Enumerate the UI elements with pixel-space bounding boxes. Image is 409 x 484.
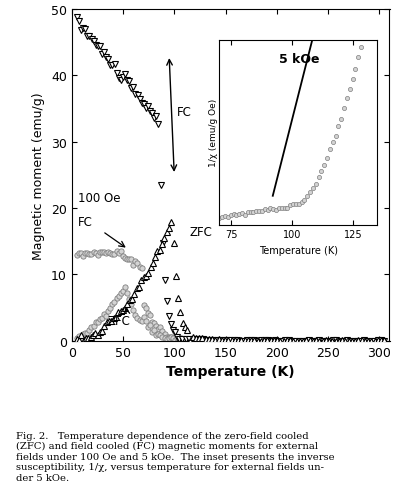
Text: ZFC: ZFC bbox=[107, 315, 130, 328]
Y-axis label: Magnetic moment (emu/g): Magnetic moment (emu/g) bbox=[32, 92, 45, 259]
X-axis label: Temperature (K): Temperature (K) bbox=[258, 245, 337, 256]
X-axis label: Temperature (K): Temperature (K) bbox=[166, 364, 294, 378]
Text: 100 Oe: 100 Oe bbox=[78, 192, 120, 205]
Text: 5 kOe: 5 kOe bbox=[220, 198, 259, 212]
Text: FC: FC bbox=[177, 106, 192, 119]
Text: FC: FC bbox=[78, 215, 92, 228]
Y-axis label: 1/χ (emu/g Oe): 1/χ (emu/g Oe) bbox=[209, 99, 218, 167]
Text: Fig. 2.   Temperature dependence of the zero-field cooled
(ZFC) and field cooled: Fig. 2. Temperature dependence of the ze… bbox=[16, 431, 334, 482]
Text: ZFC: ZFC bbox=[189, 225, 212, 238]
Text: 5 kOe: 5 kOe bbox=[279, 53, 319, 66]
